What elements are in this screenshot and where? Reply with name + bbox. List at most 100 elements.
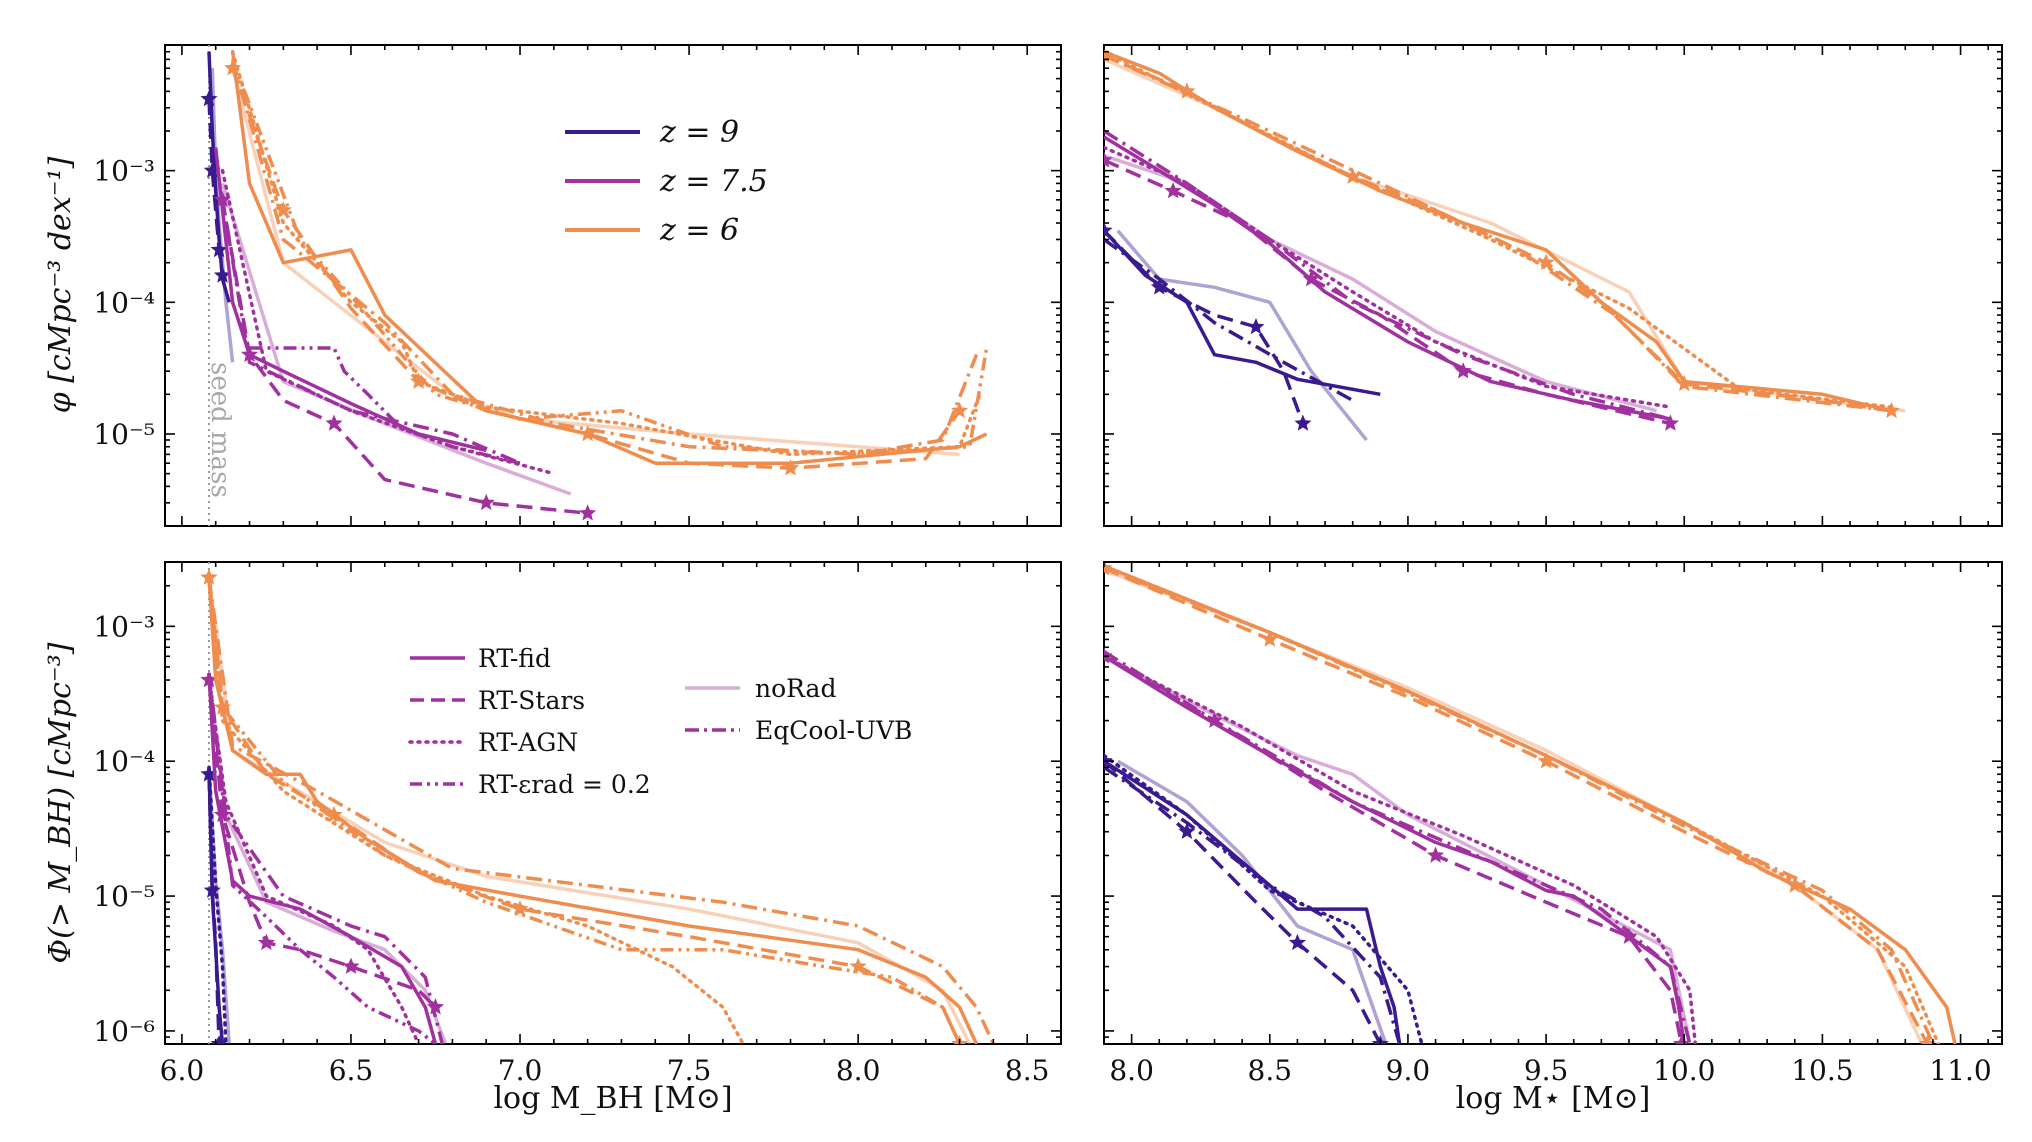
series-line-z-7-5-eqcool-uvb xyxy=(1104,129,1671,421)
star-marker xyxy=(213,190,231,208)
series-line-z-9-norad xyxy=(1116,229,1368,442)
run-legend: RT-fid RT-Stars RT-AGN RT-εrad = 0.2 noR… xyxy=(408,644,912,799)
series-line-z-6-eqcool-uvb xyxy=(230,58,979,457)
series-line-z-9-rt-stars xyxy=(1104,759,1382,1044)
legend-label-rt-eps-rad: RT-εrad = 0.2 xyxy=(478,770,651,799)
series-line-z-7-5-rt-fid xyxy=(207,673,438,1044)
series-line-z-7-5-eqcool-uvb xyxy=(220,199,521,465)
star-marker xyxy=(426,998,445,1015)
series-line-z-7-5-rt-stars xyxy=(1104,654,1684,1044)
y-tick-label: 10⁻⁴ xyxy=(93,745,155,778)
y-tick-label: 10⁻³ xyxy=(93,155,155,188)
x-tick-label: 8.0 xyxy=(1109,1054,1154,1087)
series-line-z-6-rt-stars xyxy=(230,67,962,470)
series-line-z-9-norad xyxy=(1116,759,1388,1044)
y-axis-label-bottom: Φ(> M_BH) [cMpc⁻³] xyxy=(43,642,78,963)
series-line-z-7-5-rt-eps0-2 xyxy=(249,346,521,465)
star-marker xyxy=(325,805,343,823)
x-tick-label: 6.5 xyxy=(329,1054,374,1087)
series-line-z-9-eqcool-uvb xyxy=(1104,238,1354,402)
star-marker xyxy=(1786,876,1804,893)
star-marker xyxy=(342,957,360,974)
star-marker xyxy=(1620,927,1638,944)
star-marker xyxy=(1344,167,1362,184)
x-tick-label: 9.0 xyxy=(1386,1054,1431,1087)
series-line-z-9-rt-fid xyxy=(1104,229,1381,397)
star-marker xyxy=(410,372,428,389)
series-line-z-9-rt-stars xyxy=(207,774,221,1044)
star-marker xyxy=(1661,414,1679,431)
series-line-z-7-5-rt-fid xyxy=(1104,654,1686,1044)
star-marker xyxy=(1537,253,1555,270)
series-line-z-9-rt-fid xyxy=(207,51,231,303)
series-line-z-9-norad xyxy=(210,68,235,363)
star-marker xyxy=(1261,630,1279,647)
legend-label-eqcool-uvb: EqCool-UVB xyxy=(755,716,912,745)
star-marker xyxy=(477,493,495,511)
star-marker xyxy=(224,59,242,76)
series-line-z-6-rt-stars xyxy=(1104,566,1929,1044)
star-marker xyxy=(257,933,275,951)
star-marker xyxy=(210,1035,228,1044)
star-marker xyxy=(579,504,597,521)
y-tick-label: 10⁻⁵ xyxy=(93,418,155,451)
star-marker xyxy=(781,459,800,476)
legend-label-z6: z = 6 xyxy=(659,213,739,248)
series-line-z-7-5-eqcool-uvb xyxy=(1104,650,1692,1044)
series-line-z-6-norad xyxy=(1104,57,1906,413)
x-tick-label: 7.5 xyxy=(667,1054,712,1087)
series-line-z-9-rt-stars xyxy=(207,98,225,276)
series-line-z-6-norad xyxy=(207,577,972,1044)
series-line-z-6-eqcool-uvb xyxy=(207,577,995,1044)
series-line-z-6-rt-agn xyxy=(207,575,745,1044)
series-line-z-6-rt-fid xyxy=(1104,564,1957,1044)
x-tick-label: 8.0 xyxy=(836,1054,881,1087)
star-marker xyxy=(1247,317,1265,335)
star-marker xyxy=(1427,846,1445,863)
legend-label-z9: z = 9 xyxy=(659,115,739,150)
series-line-z-7-5-norad xyxy=(207,679,448,1044)
star-marker xyxy=(951,401,969,419)
series-line-z-7-5-rt-agn xyxy=(1104,654,1698,1044)
series-line-z-7-5-eqcool-uvb xyxy=(207,672,444,1044)
x-tick-label: 7.0 xyxy=(498,1054,543,1087)
star-marker xyxy=(1537,752,1555,769)
star-marker xyxy=(849,957,867,974)
series-line-z-6-eqcool-uvb xyxy=(1104,566,1935,1044)
series-line-z-9-rt-agn xyxy=(207,765,228,1044)
star-marker xyxy=(1150,278,1168,295)
series-line-z-6-rt-agn xyxy=(230,49,982,457)
star-marker xyxy=(203,161,221,178)
star-marker xyxy=(1294,414,1312,431)
x-tick-label: 9.5 xyxy=(1524,1054,1569,1087)
star-marker xyxy=(210,240,228,258)
x-tick-label: 10.5 xyxy=(1791,1054,1853,1087)
series-line-z-7-5-norad xyxy=(220,182,572,496)
y-tick-label: 10⁻³ xyxy=(93,610,155,643)
star-marker xyxy=(1454,362,1472,379)
series-line-z-6-rt-agn xyxy=(1104,564,1941,1044)
plot-area-bottom-left: 10⁻⁶ 10⁻⁵ 10⁻⁴ 10⁻³ 6.0 6.5 7.0 7.5 8.0 8.5 xyxy=(93,561,1062,1087)
y-axis-label-top: φ [cMpc⁻³ dex⁻¹] xyxy=(43,156,78,413)
star-marker xyxy=(325,414,343,431)
y-tick-label: 10⁻⁵ xyxy=(93,880,155,913)
x-tick-label: 11.0 xyxy=(1929,1054,1991,1087)
legend-label-rt-agn: RT-AGN xyxy=(478,728,578,757)
x-axis-label-stellar-mass: log M⋆ [M⊙] xyxy=(1456,1081,1651,1116)
star-marker xyxy=(1178,822,1196,839)
star-marker xyxy=(579,425,597,442)
star-marker xyxy=(1104,151,1113,168)
series-line-z-6-rt-eps0-2 xyxy=(230,58,989,457)
star-marker xyxy=(1302,270,1320,287)
plot-area-bottom-right: 8.0 8.5 9.0 9.5 10.0 10.5 11.0 xyxy=(1103,561,2002,1087)
panel-frame-top-left xyxy=(164,44,1062,527)
redshift-legend: z = 9 z = 7.5 z = 6 xyxy=(565,115,768,248)
star-marker xyxy=(1104,221,1113,238)
series-line-z-6-rt-agn xyxy=(1104,49,1894,409)
series-line-z-7-5-rt-eps0-2 xyxy=(207,672,437,1044)
star-marker xyxy=(1164,182,1182,199)
series-line-z-6-norad xyxy=(1104,568,1924,1044)
seed-mass-label: seed mass xyxy=(205,362,235,498)
x-tick-label: 10.0 xyxy=(1653,1054,1715,1087)
